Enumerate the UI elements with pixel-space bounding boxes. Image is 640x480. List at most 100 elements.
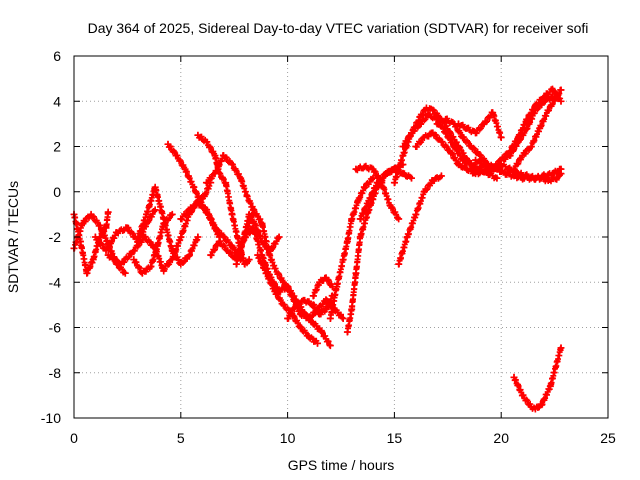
data-point <box>241 260 249 268</box>
data-point <box>416 113 424 121</box>
data-point <box>467 143 475 150</box>
data-point <box>425 111 433 119</box>
data-point <box>399 143 407 150</box>
y-tick-label: -2 <box>49 229 62 245</box>
data-point <box>185 206 193 214</box>
data-point <box>140 233 148 241</box>
data-point <box>557 86 565 94</box>
data-point <box>395 215 403 223</box>
data-point <box>318 328 326 336</box>
data-point <box>113 228 121 236</box>
x-tick-label: 20 <box>493 430 509 446</box>
data-point <box>222 179 230 187</box>
data-point <box>228 242 236 250</box>
data-point <box>151 183 159 191</box>
data-point <box>314 339 322 347</box>
data-point <box>322 274 330 282</box>
data-point <box>239 238 247 246</box>
data-point <box>279 301 287 309</box>
data-point <box>173 152 181 160</box>
data-point <box>459 133 467 141</box>
data-point <box>510 165 518 173</box>
data-point <box>83 269 91 277</box>
data-point <box>228 161 236 169</box>
data-point <box>211 224 219 232</box>
y-axis-label: SDTVAR / TECUs <box>5 181 21 293</box>
data-point <box>369 174 377 182</box>
data-point <box>138 269 146 277</box>
data-point <box>557 170 565 178</box>
data-point <box>546 382 554 390</box>
data-point <box>356 233 364 241</box>
series-trace-31 <box>395 172 445 268</box>
data-point <box>422 104 430 112</box>
data-point <box>102 247 110 255</box>
data-point <box>275 233 283 241</box>
data-point <box>296 324 304 331</box>
data-point <box>343 238 351 246</box>
data-point <box>356 215 364 223</box>
data-point <box>523 124 531 132</box>
series-trace-21 <box>356 165 415 223</box>
data-point <box>245 210 253 218</box>
data-point <box>463 165 471 173</box>
data-point <box>446 147 454 155</box>
data-point <box>360 163 368 171</box>
data-point <box>416 120 424 128</box>
y-tick-label: 4 <box>53 93 61 109</box>
data-point <box>232 260 240 268</box>
data-point <box>531 405 539 413</box>
data-point <box>501 170 509 178</box>
data-point <box>386 201 394 209</box>
series-trace-19 <box>326 174 377 322</box>
data-point <box>403 233 411 241</box>
data-point <box>514 138 522 146</box>
data-point <box>322 305 330 313</box>
data-point <box>536 124 544 132</box>
data-point <box>399 170 407 178</box>
x-axis-label: GPS time / hours <box>288 457 395 473</box>
data-point <box>220 152 228 160</box>
data-point <box>536 174 544 182</box>
data-point <box>130 247 138 255</box>
data-point <box>557 344 565 352</box>
data-point <box>211 170 219 178</box>
data-point <box>553 174 561 182</box>
data-point <box>258 219 266 227</box>
data-point <box>168 210 176 218</box>
data-point <box>343 328 351 336</box>
data-point <box>194 199 202 207</box>
data-point <box>305 333 313 341</box>
data-point <box>215 238 223 246</box>
data-point <box>89 256 97 264</box>
data-point <box>519 391 527 399</box>
data-point <box>472 156 480 164</box>
series-trace-11 <box>202 152 257 214</box>
data-point <box>450 143 458 150</box>
data-point <box>390 179 398 187</box>
data-point <box>220 233 228 241</box>
data-point <box>472 170 480 178</box>
data-point <box>442 129 450 137</box>
series-trace-26 <box>433 115 565 185</box>
data-point <box>527 174 535 182</box>
y-tick-label: -10 <box>41 410 61 426</box>
data-point <box>177 260 185 268</box>
y-tick-label: -4 <box>49 274 62 290</box>
data-point <box>527 143 535 150</box>
series-trace-10 <box>194 131 253 268</box>
data-point <box>271 265 279 273</box>
data-point <box>506 152 514 160</box>
x-tick-label: 10 <box>280 430 296 446</box>
data-point <box>245 256 253 264</box>
data-point <box>365 197 373 205</box>
data-point <box>123 224 131 232</box>
y-tick-label: -6 <box>49 320 62 336</box>
data-point <box>202 179 210 187</box>
data-point <box>395 260 403 268</box>
series-trace-27 <box>454 109 505 141</box>
data-point <box>326 314 334 322</box>
data-point <box>420 133 428 141</box>
data-point <box>399 152 407 160</box>
series-trace-13 <box>232 210 283 268</box>
